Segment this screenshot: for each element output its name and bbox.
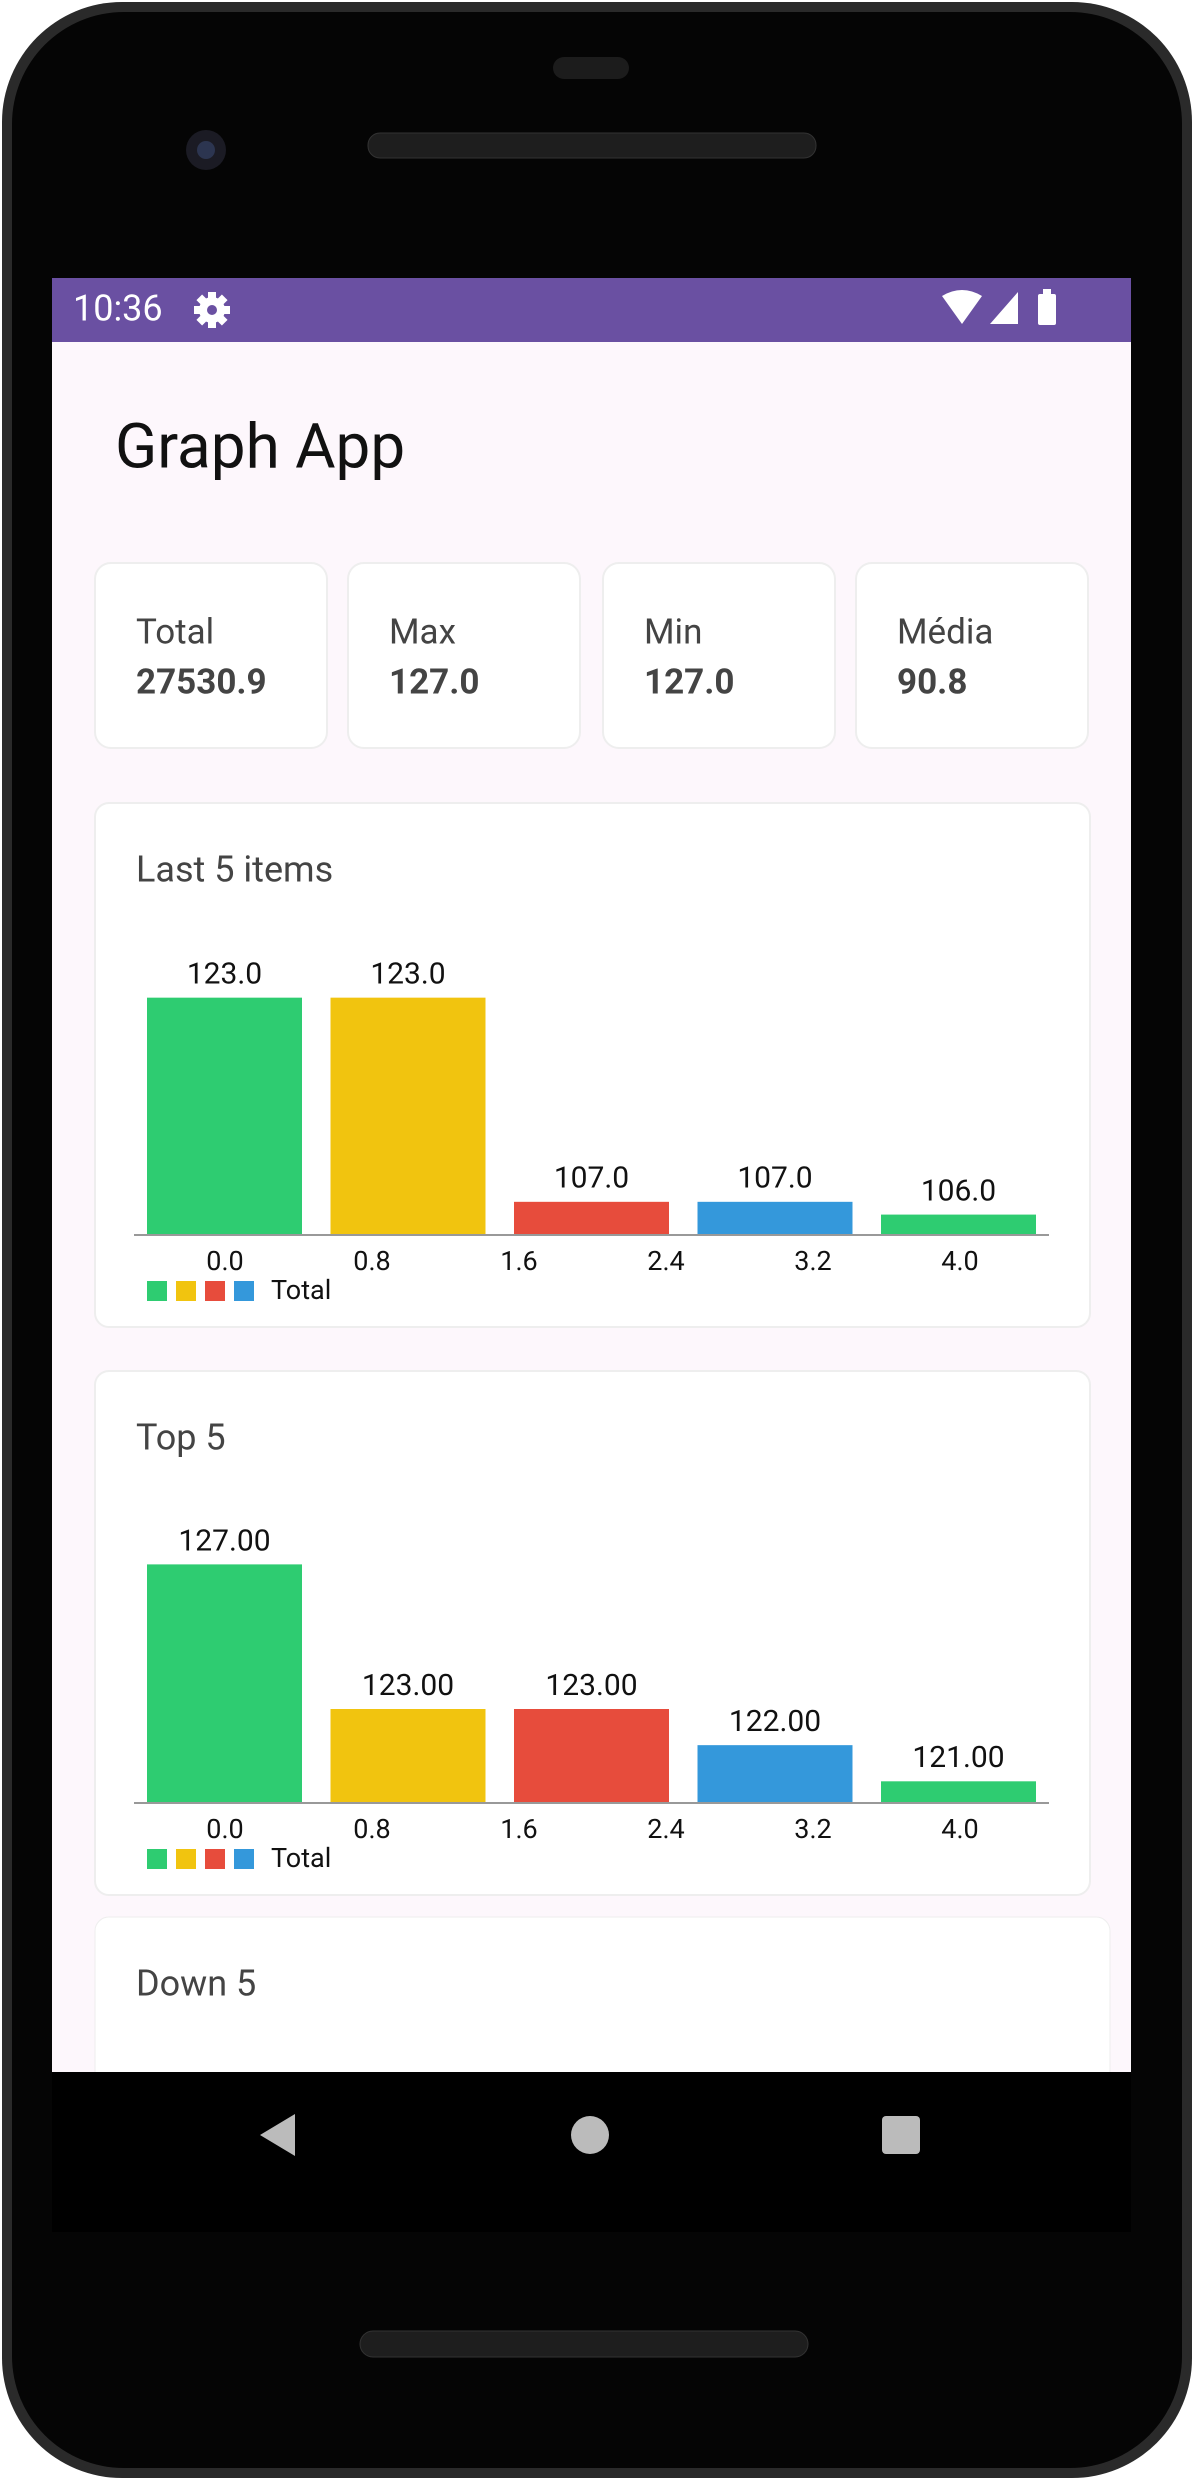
x-tick-label: 4.0 [941, 1813, 978, 1845]
stat-cards: Total 27530.9 Max 127.0 Min 127.0 Média 90.8 [94, 562, 1089, 749]
bar [514, 1709, 669, 1803]
value-label: 123.0 [370, 957, 445, 992]
legend-swatch [147, 1281, 167, 1301]
value-label: 127.00 [178, 1523, 270, 1558]
bar [881, 1781, 1036, 1803]
sensor [553, 57, 629, 79]
stat-card [602, 562, 836, 749]
stat-value: 90.8 [897, 661, 967, 702]
legend-swatch [234, 1281, 254, 1301]
battery-tip [1043, 289, 1051, 295]
camera-lens [197, 141, 215, 159]
back-button[interactable] [260, 2114, 295, 2156]
speaker [367, 132, 817, 159]
legend-swatch [205, 1849, 225, 1869]
value-label: 107.0 [737, 1161, 812, 1196]
bar [697, 1745, 853, 1803]
bar [514, 1201, 669, 1235]
x-tick-label: 3.2 [794, 1245, 831, 1277]
x-tick-label: 1.6 [500, 1813, 537, 1845]
legend-label: Total [271, 1274, 331, 1306]
speaker [359, 2330, 809, 2358]
stat-value: 127.0 [389, 661, 479, 702]
wifi-icon [942, 290, 982, 324]
value-label: 122.00 [729, 1704, 821, 1739]
stat-value: 27530.9 [136, 661, 267, 702]
bar [147, 1564, 302, 1803]
stat-card [855, 562, 1089, 749]
legend-swatch [176, 1849, 196, 1869]
legend-swatch [176, 1281, 196, 1301]
bar [697, 1201, 853, 1235]
x-tick-label: 0.8 [353, 1245, 390, 1277]
value-label: 107.0 [554, 1161, 629, 1196]
signal-icon [990, 292, 1018, 324]
recents-button[interactable] [882, 2116, 920, 2154]
x-tick-label: 1.6 [500, 1245, 537, 1277]
x-tick-label: 3.2 [794, 1813, 831, 1845]
bar [147, 997, 302, 1235]
chart-title: Top 5 [136, 1417, 226, 1459]
legend-swatch [234, 1849, 254, 1869]
x-tick-label: 0.0 [206, 1813, 243, 1845]
value-label: 121.00 [912, 1740, 1004, 1775]
card-title: Down 5 [136, 1963, 256, 2005]
status-time: 10:36 [73, 288, 163, 330]
value-label: 106.0 [921, 1174, 996, 1209]
x-tick-label: 2.4 [647, 1245, 684, 1277]
stat-label: Min [644, 611, 702, 652]
stat-label: Total [136, 611, 214, 652]
stat-label: Max [389, 611, 456, 652]
bar [881, 1214, 1036, 1235]
battery-icon [1038, 294, 1056, 325]
x-tick-label: 0.8 [353, 1813, 390, 1845]
legend-label: Total [271, 1842, 331, 1874]
x-tick-label: 0.0 [206, 1245, 243, 1277]
legend-swatch [147, 1849, 167, 1869]
value-label: 123.0 [187, 957, 262, 992]
stat-value: 127.0 [644, 661, 734, 702]
x-tick-label: 4.0 [941, 1245, 978, 1277]
chart-title: Last 5 items [136, 849, 333, 891]
legend-swatch [205, 1281, 225, 1301]
status-bar [52, 278, 1131, 342]
x-tick-label: 2.4 [647, 1813, 684, 1845]
bar [330, 1709, 486, 1803]
stat-label: Média [897, 611, 993, 652]
stat-card [347, 562, 581, 749]
app-title: Graph App [115, 410, 405, 483]
charts: Last 5 items 123.0 123.0 107.0 107.0 106.0 Tot… [94, 802, 1091, 1896]
settings-icon [194, 292, 230, 328]
value-label: 123.00 [362, 1668, 454, 1703]
stat-card [94, 562, 328, 749]
home-button[interactable] [571, 2116, 609, 2154]
value-label: 123.00 [545, 1668, 637, 1703]
bar [330, 997, 486, 1235]
